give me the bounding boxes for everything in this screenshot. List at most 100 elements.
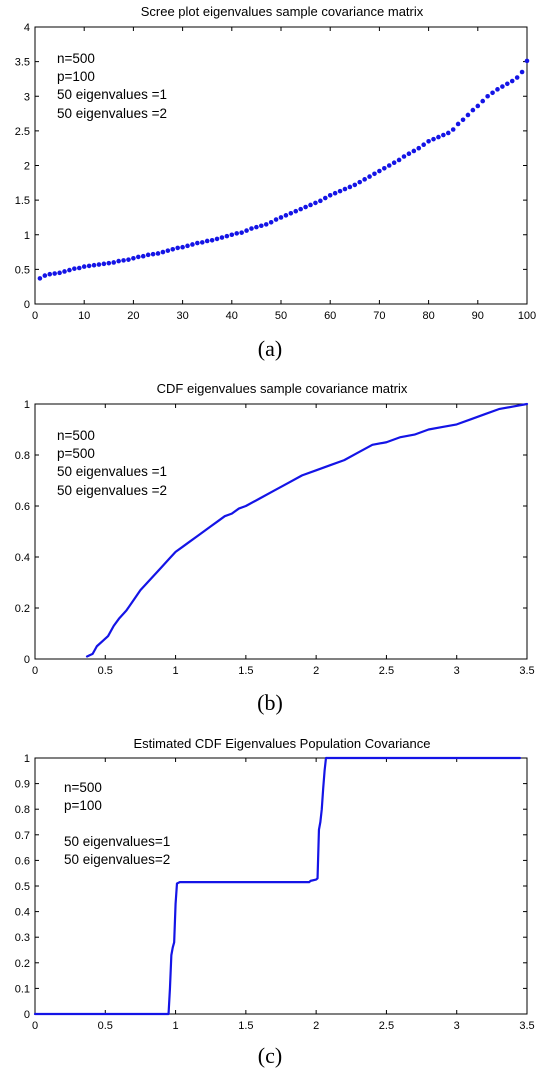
panel-a-data-point [327, 192, 333, 198]
panel-a-data-point [347, 184, 353, 190]
panel-a-data-point [396, 157, 402, 163]
panel-a-data-point [214, 236, 220, 242]
panel-a-data-point [342, 186, 348, 192]
panel-a-x-tick-label: 90 [472, 310, 484, 322]
panel-a-data-point [81, 264, 87, 269]
panel-a-data-point [47, 271, 53, 277]
panel-c-y-tick-label: 0 [24, 1009, 30, 1021]
panel-c-y-tick-label: 0.4 [15, 907, 30, 919]
panel-b-annotation: p=500 [57, 446, 95, 461]
panel-b-series-line [85, 402, 529, 658]
panel-a-data-point [254, 224, 259, 230]
panel-b-marks [85, 402, 529, 658]
panel-a-data-point [195, 240, 200, 246]
panel-a-data-point [42, 273, 48, 278]
panel-c-y-tick-label: 0.3 [15, 932, 30, 944]
panel-a-data-point [318, 198, 323, 204]
panel-a-data-point [460, 117, 466, 123]
panel-a-data-point [401, 154, 407, 159]
panel-a-annotation: 50 eigenvalues =2 [57, 106, 167, 121]
panel-a-data-point [426, 138, 431, 144]
panel-c-caption: (c) [258, 1043, 282, 1068]
panel-a-x-tick-label: 40 [226, 310, 238, 322]
panel-a-y-tick-label: 0 [24, 299, 30, 311]
panel-b-title: CDF eigenvalues sample covariance matrix [157, 381, 408, 396]
panel-a-data-point [450, 127, 456, 132]
panel-a-data-point [495, 87, 500, 92]
panel-b-x-tick-label: 2 [313, 665, 319, 677]
panel-a-y-tick-label: 2 [24, 161, 30, 173]
panel-a-data-point [131, 255, 136, 261]
panel-a-data-point [268, 219, 274, 225]
panel-b-y-tick-label: 0.6 [15, 501, 30, 513]
panel-a-data-point [116, 258, 121, 264]
panel-c-marks [33, 756, 522, 1016]
panel-a-y-tick-label: 0.5 [15, 264, 30, 276]
panel-a-data-point [185, 243, 190, 249]
panel-c-y-tick-label: 1 [24, 753, 30, 765]
panel-a-data-point [62, 269, 67, 274]
panel-a-data-point [106, 260, 112, 266]
panel-b-x-tick-label: 3.5 [519, 665, 534, 677]
panel-c-annotation: 50 eigenvalues=1 [64, 834, 170, 849]
panel-b-x-tick-label: 2.5 [379, 665, 394, 677]
panel-a-y-tick-label: 3.5 [15, 57, 30, 69]
panel-a-data-point [72, 266, 77, 271]
panel-a-data-point [170, 246, 176, 252]
panel-a-annotation: n=500 [57, 51, 95, 66]
panel-c-y-tick-label: 0.7 [15, 830, 30, 842]
panel-c-annotation: p=100 [64, 798, 102, 813]
panel-c-x-tick-label: 1 [173, 1020, 179, 1032]
panel-b-y-tick-label: 1 [24, 399, 30, 411]
panel-a-annotations: n=500 p=100 50 eigenvalues =1 50 eigenva… [57, 51, 167, 121]
panel-a-data-point [421, 142, 426, 148]
panel-a-data-point [298, 206, 303, 212]
panel-a-data-point [293, 208, 299, 214]
panel-a-data-point [505, 81, 510, 87]
panel-a-y-tick-label: 1 [24, 230, 30, 242]
panel-b-annotation: n=500 [57, 428, 95, 443]
panel-a-data-point [126, 257, 131, 262]
panel-c: Estimated CDF Eigenvalues Population Cov… [15, 736, 535, 1068]
panel-b-x-tick-label: 1 [173, 665, 179, 677]
panel-a-x-tick-label: 0 [32, 310, 38, 322]
panel-c-axes: 0 0.5 1 1.5 2 2.5 3 3.5 0 0.1 0.2 0.3 0.4 0.5 0.6 0.7 0.… [15, 753, 535, 1032]
panel-a-data-point [308, 202, 313, 208]
panel-a-data-point [288, 210, 294, 216]
panel-a-x-tick-label: 50 [275, 310, 287, 322]
panel-a-data-point [140, 253, 146, 259]
panel-a-y-tick-label: 4 [24, 22, 30, 34]
panel-a-data-point [121, 258, 126, 263]
panel-b-x-tick-label: 0.5 [98, 665, 113, 677]
panel-a-data-point [91, 262, 97, 268]
panel-a-data-point [500, 84, 505, 89]
panel-a-data-point [480, 98, 486, 104]
panel-b: CDF eigenvalues sample covariance matrix… [15, 381, 535, 715]
panel-c-plot-frame [34, 757, 528, 1015]
panel-a-data-point [367, 174, 372, 179]
panel-a-data-point [86, 263, 92, 269]
panel-a-data-point [136, 254, 141, 260]
panel-b-annotation: 50 eigenvalues =1 [57, 464, 167, 479]
panel-a-data-point [263, 222, 269, 227]
panel-a-axes: 0 10 20 30 40 50 60 70 80 90 100 0 0.5 1 1.5 2 2.5 3 3.5 4 [15, 22, 536, 322]
panel-a-data-point [165, 248, 171, 253]
panel-a-data-point [416, 145, 422, 151]
panel-a-data-point [278, 215, 284, 220]
panel-a-x-tick-label: 20 [127, 310, 139, 322]
panel-a-data-point [337, 188, 343, 194]
panel-a-data-point [180, 244, 185, 250]
panel-c-y-tick-label: 0.2 [15, 958, 30, 970]
panel-a-annotation: 50 eigenvalues =1 [57, 87, 167, 102]
panel-a-data-point [362, 177, 367, 182]
panel-a-data-point [490, 90, 495, 96]
panel-a-data-point [332, 190, 338, 196]
panel-b-plot-frame [34, 403, 528, 660]
panel-a-y-tick-label: 3 [24, 91, 30, 103]
panel-a-data-point [239, 230, 244, 235]
panel-a-data-point [96, 262, 102, 267]
panel-b-y-tick-label: 0.2 [15, 603, 30, 615]
panel-a-data-point [406, 151, 412, 157]
panel-c-y-tick-label: 0.1 [15, 983, 30, 995]
